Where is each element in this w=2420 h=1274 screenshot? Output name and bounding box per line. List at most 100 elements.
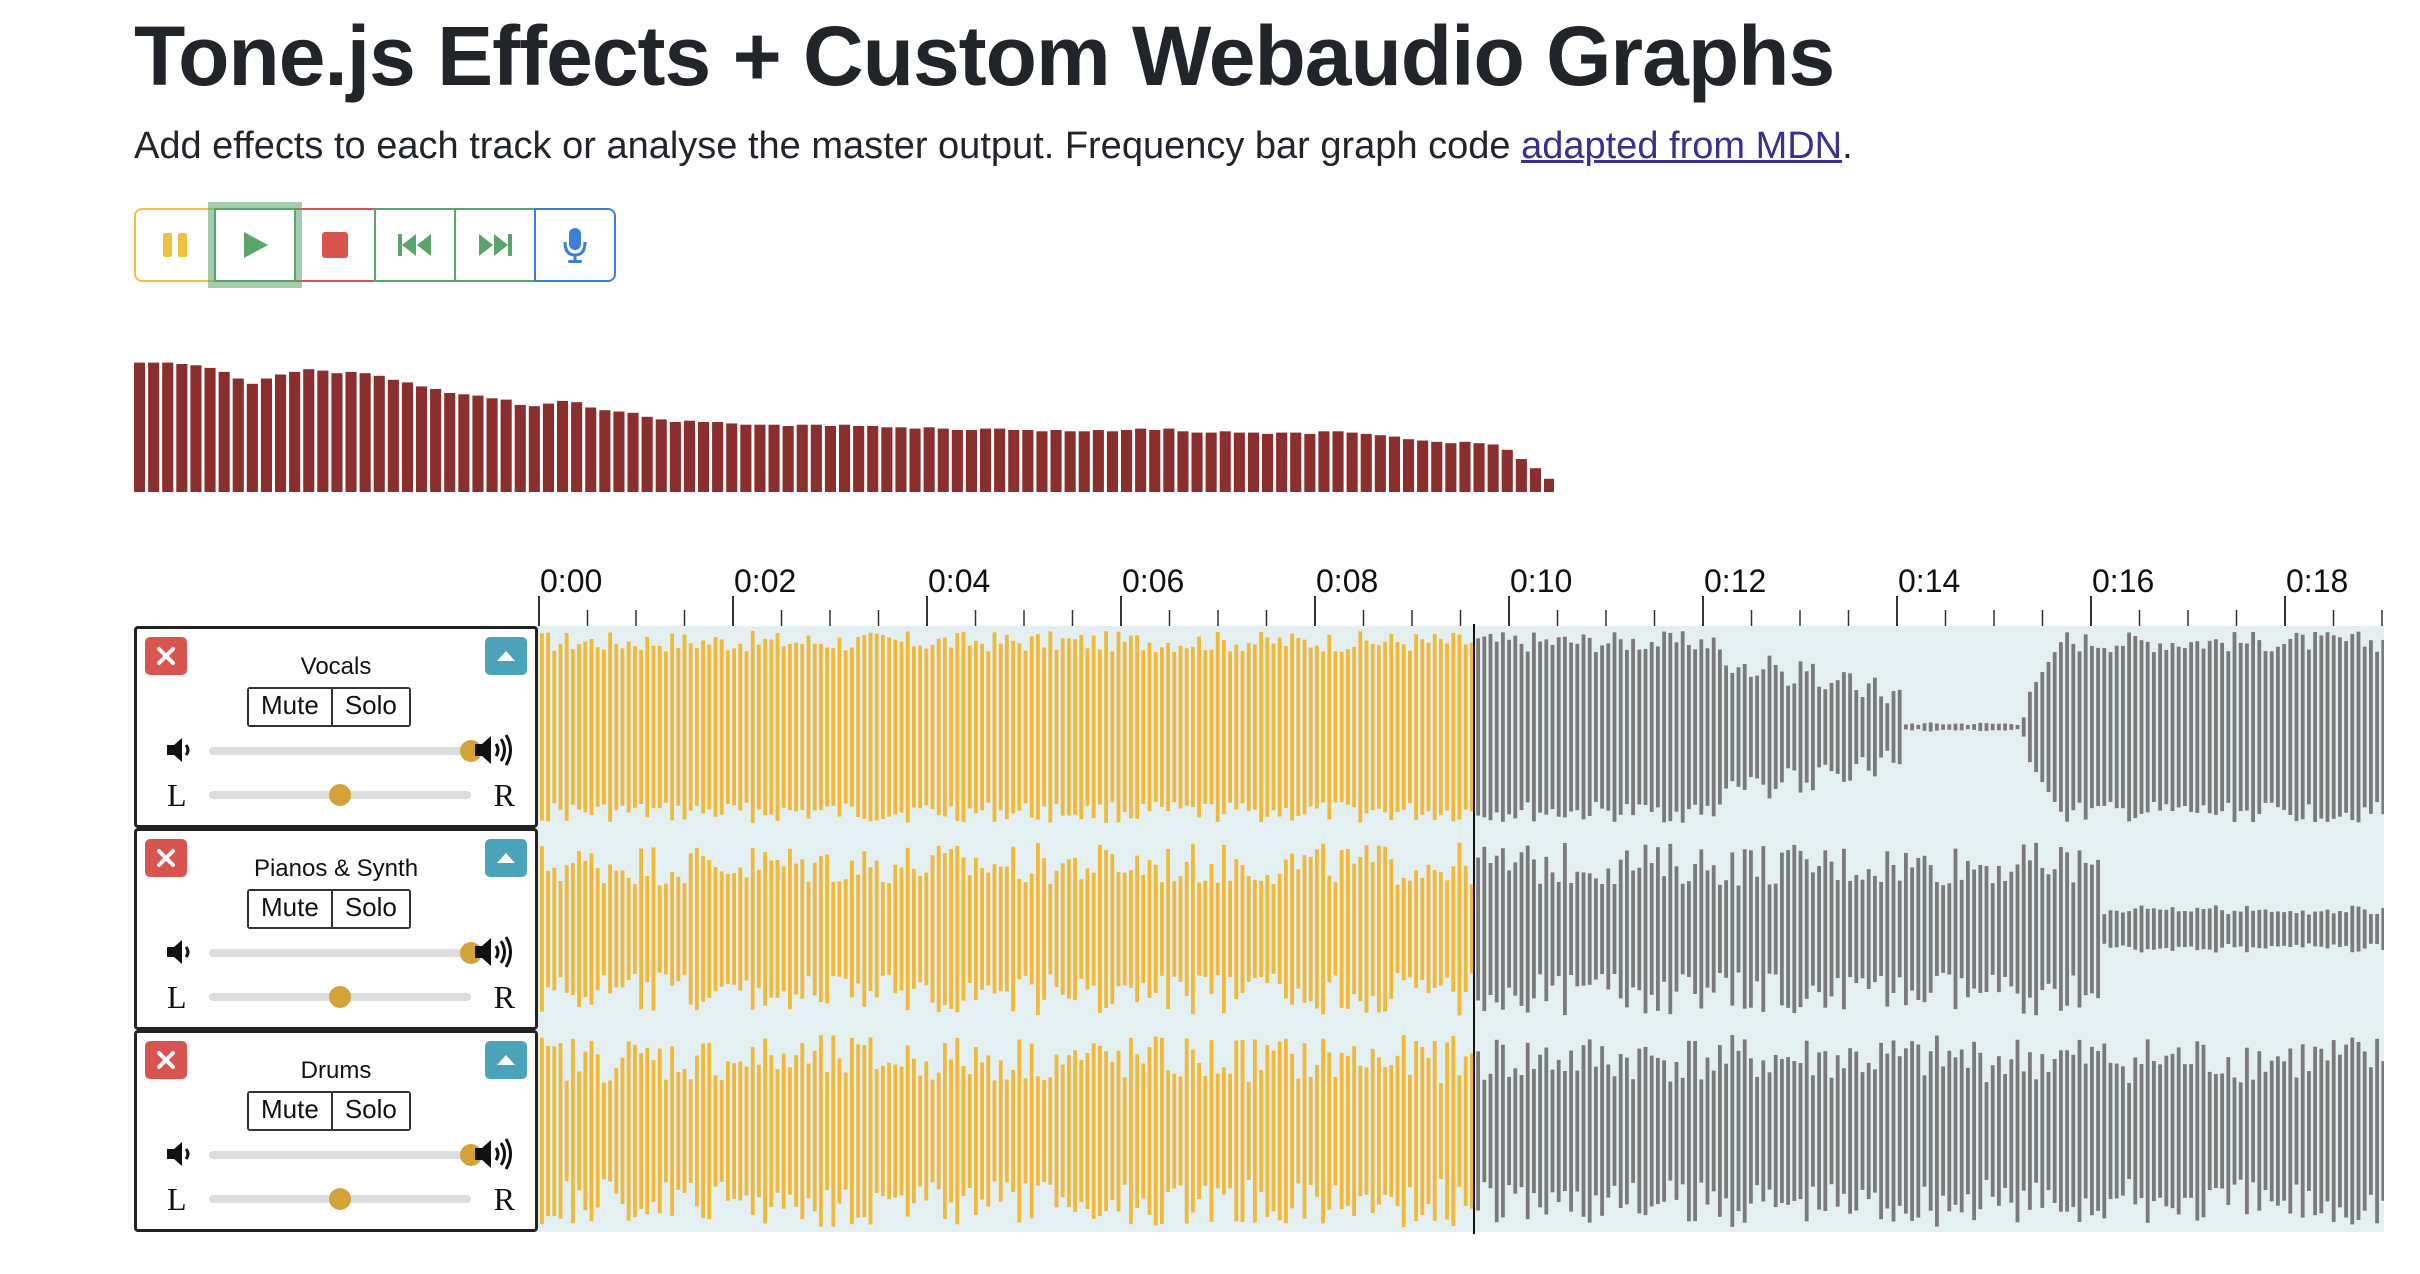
record-button[interactable] — [534, 208, 616, 282]
waveform-bar — [726, 1061, 730, 1201]
pause-button[interactable] — [134, 208, 216, 282]
waveform-bar — [1073, 1050, 1077, 1212]
waveform[interactable] — [538, 1030, 2384, 1232]
playhead-cursor[interactable] — [1473, 624, 1475, 1234]
waveform-bar — [775, 860, 780, 998]
waveform-bar — [967, 645, 972, 809]
waveform-bar — [1135, 635, 1139, 819]
remove-track-button[interactable] — [145, 839, 187, 877]
waveform-bar — [1246, 876, 1251, 982]
waveform-bar — [868, 1037, 873, 1225]
timeline-label: 0:10 — [1510, 563, 1572, 599]
frequency-bar — [923, 427, 935, 492]
rewind-button[interactable] — [374, 208, 456, 282]
waveform[interactable] — [538, 828, 2384, 1030]
waveform-bar — [2344, 1044, 2348, 1218]
waveform-bar — [2282, 1061, 2286, 1201]
waveform-bar — [1122, 1077, 1127, 1185]
timeline-label: 0:12 — [1704, 563, 1766, 599]
waveform-bar — [1439, 638, 1443, 816]
waveform-bar — [1637, 867, 1642, 991]
waveform-bar — [1718, 649, 1722, 805]
waveform-bar — [2269, 911, 2274, 946]
pan-slider-thumb[interactable] — [329, 1188, 351, 1210]
frequency-bar — [134, 362, 146, 492]
mute-button[interactable]: Mute — [249, 1093, 331, 1129]
waveform-bar — [670, 633, 674, 821]
volume-slider[interactable] — [209, 949, 471, 957]
waveform-bar — [1984, 723, 1989, 731]
frequency-bar — [571, 402, 583, 492]
waveform-bar — [2220, 642, 2224, 812]
timeline-ruler[interactable]: 0:00 0:02 0:04 0:06 0:08 0:10 0:12 0:14 0:16 0:18 — [538, 560, 2384, 626]
waveform-bar — [1271, 1050, 1276, 1212]
waveform-bar — [1284, 859, 1288, 999]
collapse-track-button[interactable] — [485, 637, 527, 675]
waveform-bar — [2121, 912, 2125, 946]
waveform-bar — [1532, 1068, 1536, 1194]
mute-button[interactable]: Mute — [249, 891, 331, 927]
remove-track-button[interactable] — [145, 1041, 187, 1079]
waveform-bar — [732, 873, 736, 985]
mute-button[interactable]: Mute — [249, 689, 331, 725]
waveform-bar — [1891, 865, 1896, 993]
waveform-bar — [1829, 861, 1834, 997]
waveform-bar — [1935, 1035, 1939, 1227]
pan-slider-thumb[interactable] — [329, 986, 351, 1008]
waveform-bar — [1104, 631, 1108, 823]
waveform-bar — [1984, 1082, 1989, 1180]
waveform-bar — [1315, 1065, 1319, 1197]
waveform-bar — [1780, 671, 1784, 783]
waveform-bar — [1370, 862, 1375, 996]
waveform-bar — [2133, 1057, 2138, 1205]
waveform-bar — [955, 633, 960, 821]
waveform[interactable] — [538, 626, 2384, 828]
waveform-bar — [713, 867, 718, 991]
waveform-bar — [806, 635, 811, 819]
waveform-bar — [1941, 1066, 1945, 1196]
frequency-bar — [1360, 433, 1372, 492]
waveform-bar — [595, 647, 600, 807]
waveform-bar — [2195, 907, 2200, 951]
waveform-canvas[interactable] — [538, 828, 2384, 1030]
frequency-bar — [951, 430, 963, 492]
waveform-bar — [1594, 652, 1598, 802]
waveform-canvas[interactable] — [538, 1030, 2384, 1232]
volume-slider[interactable] — [209, 747, 471, 755]
waveform-bar — [2245, 1047, 2249, 1215]
waveform-bar — [1767, 884, 1772, 974]
waveform-bar — [1222, 640, 1226, 814]
volume-slider[interactable] — [209, 1151, 471, 1159]
solo-button[interactable]: Solo — [330, 689, 409, 725]
frequency-bar — [542, 403, 554, 492]
waveform-bar — [1129, 870, 1133, 988]
solo-button[interactable]: Solo — [330, 1093, 409, 1129]
play-button[interactable] — [214, 208, 296, 282]
waveform-bar — [2127, 911, 2131, 947]
fast-forward-button[interactable] — [454, 208, 536, 282]
waveform-canvas[interactable] — [538, 626, 2384, 828]
waveform-bar — [1966, 860, 1970, 998]
microphone-icon — [563, 228, 587, 263]
collapse-track-button[interactable] — [485, 1041, 527, 1079]
waveform-bar — [1891, 691, 1896, 763]
remove-track-button[interactable] — [145, 637, 187, 675]
waveform-bar — [558, 881, 563, 978]
waveform-bar — [1215, 632, 1220, 822]
waveform-bar — [1284, 646, 1288, 808]
stop-button[interactable] — [294, 208, 376, 282]
waveform-bar — [726, 874, 730, 984]
mdn-link[interactable]: adapted from MDN — [1521, 125, 1843, 167]
waveform-bar — [1364, 845, 1369, 1013]
waveform-bar — [819, 1035, 823, 1227]
waveform-bar — [1916, 1044, 1921, 1218]
waveform-bar — [1618, 1054, 1623, 1208]
play-icon — [244, 232, 268, 258]
waveform-bar — [2139, 640, 2144, 814]
waveform-bar — [918, 645, 922, 809]
waveform-bar — [2375, 651, 2379, 803]
solo-button[interactable]: Solo — [330, 891, 409, 927]
collapse-track-button[interactable] — [485, 839, 527, 877]
pan-slider-thumb[interactable] — [329, 784, 351, 806]
waveform-bar — [1761, 1060, 1766, 1202]
